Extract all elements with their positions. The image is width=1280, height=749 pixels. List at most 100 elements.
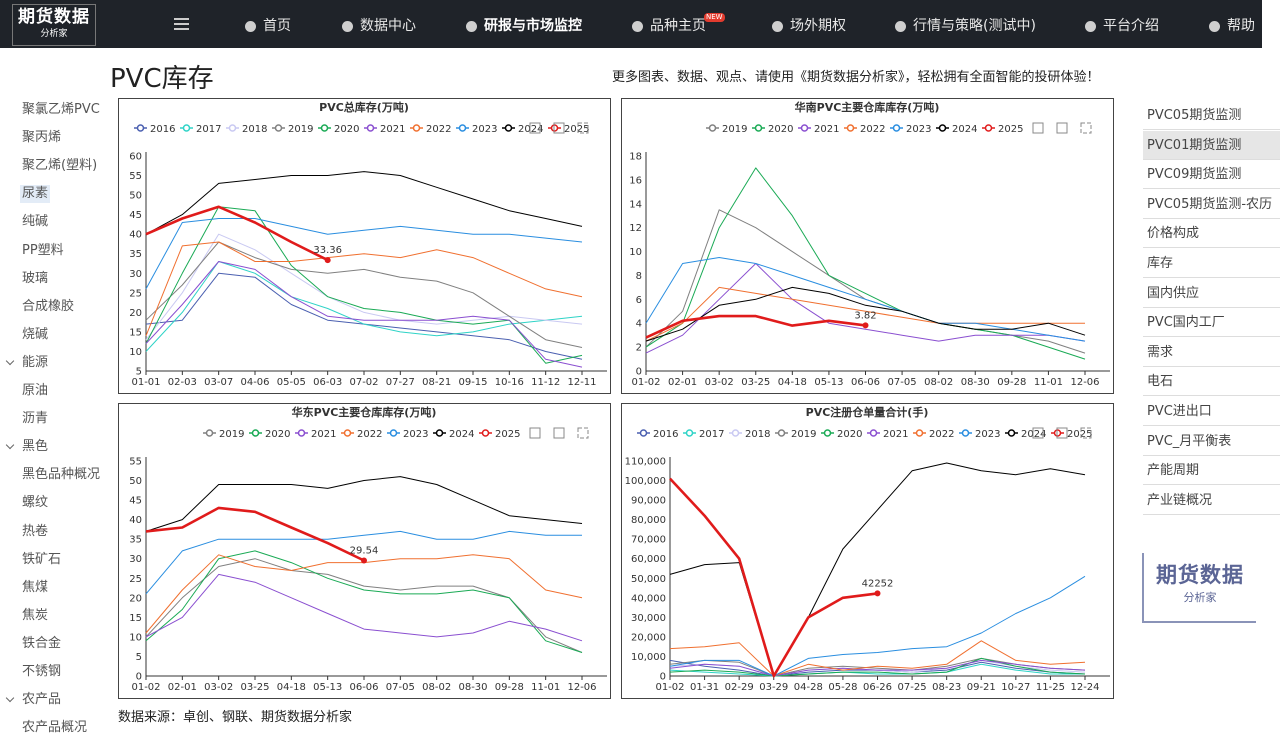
x-tick-label: 11-01 <box>531 682 560 693</box>
nav-link[interactable]: 农产品概况 <box>22 720 88 736</box>
legend-label: 2021 <box>380 124 405 135</box>
x-tick-label: 02-29 <box>725 682 754 693</box>
nav-link[interactable]: 铁合金 <box>22 635 62 651</box>
nav-link[interactable]: 聚氯乙烯PVC <box>22 102 100 117</box>
logo[interactable]: 期货数据 分析家 <box>12 4 96 46</box>
nav-link[interactable]: 铁矿石 <box>22 551 62 567</box>
series-line <box>669 657 1086 677</box>
y-tick-label: 20 <box>129 593 142 604</box>
x-tick-label: 08-23 <box>932 682 961 693</box>
side-menu-item[interactable]: PVC05期货监测-农历 <box>1143 190 1280 219</box>
series-line <box>645 286 1085 342</box>
nav-item[interactable]: 数据中心 <box>360 18 416 34</box>
x-tick-label: 01-02 <box>655 682 684 693</box>
y-tick-label: 80,000 <box>631 515 666 526</box>
nav-item[interactable]: 品种主页 <box>650 18 706 34</box>
y-tick-label: 25 <box>129 574 142 585</box>
nav-link[interactable]: 焦炭 <box>22 607 49 623</box>
side-menu-item[interactable]: 库存 <box>1143 249 1280 278</box>
legend-symbol <box>435 429 444 437</box>
nav-item[interactable]: 研报与市场监控 <box>484 18 582 34</box>
nav-link[interactable]: 玻璃 <box>22 270 49 286</box>
nav-link[interactable]: 沥青 <box>22 411 49 427</box>
side-menu-item[interactable]: 产能周期 <box>1143 456 1280 486</box>
nav-item[interactable]: 场外期权 <box>790 18 846 34</box>
legend-label: 2021 <box>883 429 908 440</box>
nav-link[interactable]: 合成橡胶 <box>22 298 75 314</box>
y-tick-label: 50 <box>129 191 142 202</box>
toolbox-icon <box>577 122 589 134</box>
series-line <box>145 218 583 290</box>
brand-logo: 期货数据 分析家 <box>1142 553 1256 623</box>
legend-label: 2025 <box>564 124 589 135</box>
side-menu-item[interactable]: 国内供应 <box>1143 279 1280 308</box>
nav-item[interactable]: 行情与策略(测试中) <box>913 18 1036 34</box>
series-line <box>669 640 1086 677</box>
y-tick-label: 10 <box>129 632 142 643</box>
side-menu-item[interactable]: PVC进出口 <box>1143 397 1280 426</box>
nav-link[interactable]: PP塑料 <box>22 242 64 258</box>
side-menu-item[interactable]: PVC_月平衡表 <box>1143 427 1280 456</box>
x-tick-label: 02-03 <box>168 377 197 388</box>
x-tick-label: 08-30 <box>458 682 487 693</box>
side-menu-item[interactable]: 价格构成 <box>1143 219 1280 249</box>
legend-symbol <box>846 124 855 132</box>
y-tick-label: 55 <box>129 457 142 468</box>
legend-label: 2019 <box>219 429 244 440</box>
data-point <box>361 557 367 564</box>
series-line <box>145 558 583 653</box>
x-tick-label: 06-26 <box>863 682 892 693</box>
nav-group[interactable]: 黑色 <box>22 439 49 455</box>
x-tick-label: 11-12 <box>531 377 560 388</box>
nav-link[interactable]: 热卷 <box>22 523 49 539</box>
nav-icon <box>1085 21 1096 32</box>
side-menu-item[interactable]: PVC09期货监测 <box>1143 160 1280 190</box>
chart-title: 华南PVC主要仓库库存(万吨) <box>795 100 940 114</box>
nav-item[interactable]: 首页 <box>263 18 291 34</box>
y-tick-label: 40 <box>129 515 142 526</box>
side-menu-item[interactable]: 需求 <box>1143 338 1280 367</box>
nav-link[interactable]: 不锈钢 <box>22 664 62 679</box>
x-tick-label: 05-05 <box>277 377 306 388</box>
nav-link[interactable]: 黑色品种概况 <box>22 467 101 483</box>
nav-item[interactable]: 帮助 <box>1227 18 1255 34</box>
chart-frame <box>118 98 611 394</box>
legend-label: 2017 <box>699 429 724 440</box>
x-tick-label: 08-30 <box>961 377 990 388</box>
nav-item[interactable]: 平台介绍 <box>1103 18 1159 34</box>
chart-frame <box>118 403 611 699</box>
menu-toggle[interactable] <box>174 18 189 30</box>
side-menu-item[interactable]: PVC01期货监测 <box>1143 130 1280 160</box>
x-tick-label: 04-06 <box>240 377 269 388</box>
nav-link[interactable]: 烧碱 <box>22 326 49 342</box>
x-tick-label: 09-28 <box>997 377 1026 388</box>
legend-symbol <box>685 429 694 437</box>
nav-group[interactable]: 能源 <box>22 354 49 370</box>
series-line <box>145 506 365 562</box>
legend-label: 2024 <box>449 429 474 440</box>
legend-symbol <box>504 124 513 132</box>
chart-frame <box>621 403 1114 699</box>
legend-symbol <box>823 429 832 437</box>
nav-link[interactable]: 聚乙烯(塑料) <box>22 158 98 174</box>
x-tick-label: 01-02 <box>131 682 160 693</box>
nav-link[interactable]: 原油 <box>22 383 49 398</box>
y-tick-label: 0 <box>136 672 142 683</box>
nav-link[interactable]: 尿素 <box>20 185 51 204</box>
toolbox-icon <box>553 122 565 134</box>
side-menu-item[interactable]: 电石 <box>1143 367 1280 397</box>
nav-link[interactable]: 焦煤 <box>22 579 49 595</box>
source-note: 数据来源：卓创、钢联、期货数据分析家 <box>118 710 353 725</box>
data-point <box>862 322 869 329</box>
side-menu-item[interactable]: 产业链概况 <box>1143 486 1280 515</box>
nav-link[interactable]: 聚丙烯 <box>22 130 62 146</box>
legend-label: 2024 <box>1021 429 1046 440</box>
nav-group[interactable]: 农产品 <box>22 692 62 708</box>
side-menu-item[interactable]: PVC国内工厂 <box>1143 308 1280 338</box>
side-menu-item[interactable]: PVC05期货监测 <box>1143 101 1280 130</box>
series-line <box>145 476 583 532</box>
nav-link[interactable]: 螺纹 <box>22 495 49 511</box>
legend-label: 2022 <box>860 124 885 135</box>
nav-link[interactable]: 纯碱 <box>22 214 49 230</box>
